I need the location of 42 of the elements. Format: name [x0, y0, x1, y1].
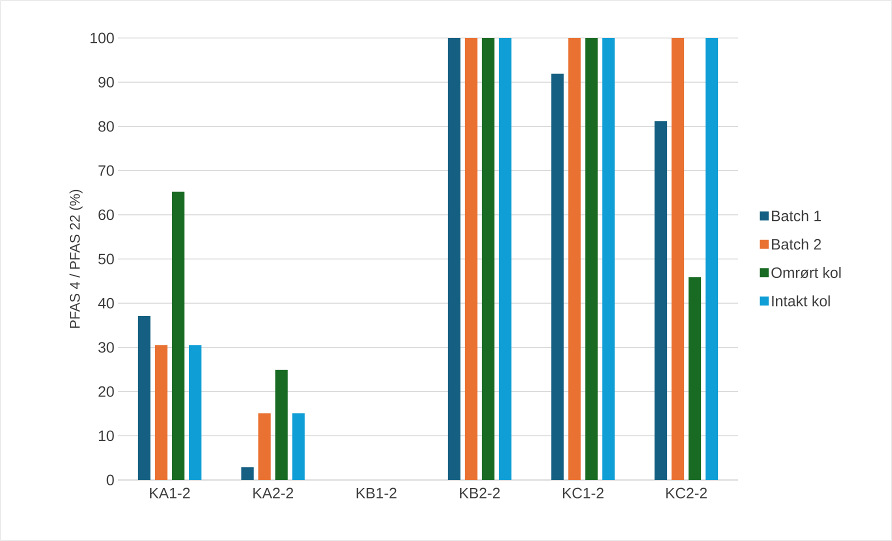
legend-label: Omrørt kol	[772, 266, 841, 278]
bar	[688, 277, 702, 480]
y-tick-label: 10	[98, 430, 114, 442]
y-tick-label: 60	[98, 209, 114, 220]
legend-label: Batch 1	[772, 210, 821, 222]
bar	[585, 38, 598, 480]
bar	[275, 370, 288, 480]
x-tick-label: KA2-2	[253, 488, 294, 498]
bar	[154, 345, 168, 480]
bar	[188, 345, 202, 480]
bar	[292, 413, 305, 480]
x-tick-label: KB1-2	[356, 488, 396, 498]
bar	[602, 38, 615, 480]
legend-label: Batch 2	[772, 238, 821, 250]
legend-label: Intakt kol	[772, 295, 830, 306]
bar	[498, 38, 512, 480]
bar	[672, 38, 684, 480]
y-tick-label: 40	[98, 298, 114, 308]
x-tick-label: KB2-2	[460, 488, 500, 498]
y-tick-label: 70	[98, 165, 114, 176]
bar	[551, 74, 564, 480]
bar	[482, 38, 494, 480]
bar	[568, 38, 581, 480]
y-tick-label: 30	[98, 342, 114, 353]
x-tick-label: KC2-2	[666, 488, 707, 498]
y-tick-label: 50	[98, 254, 114, 264]
bar	[464, 38, 478, 480]
bar	[654, 121, 668, 480]
y-axis-title: PFAS 4 / PFAS 22 (%)	[70, 190, 83, 328]
y-tick-label: 90	[98, 76, 114, 88]
bar	[448, 38, 460, 480]
bar	[706, 38, 718, 480]
y-tick-label: 80	[98, 121, 114, 132]
bar	[258, 413, 271, 480]
bar	[172, 192, 184, 480]
bar	[138, 316, 150, 480]
bar	[241, 467, 254, 480]
y-tick-label: 100	[90, 32, 114, 44]
x-tick-label: KA1-2	[150, 488, 190, 498]
x-tick-label: KC1-2	[562, 488, 604, 498]
y-tick-label: 20	[98, 386, 114, 397]
y-tick-label: 0	[106, 474, 114, 486]
